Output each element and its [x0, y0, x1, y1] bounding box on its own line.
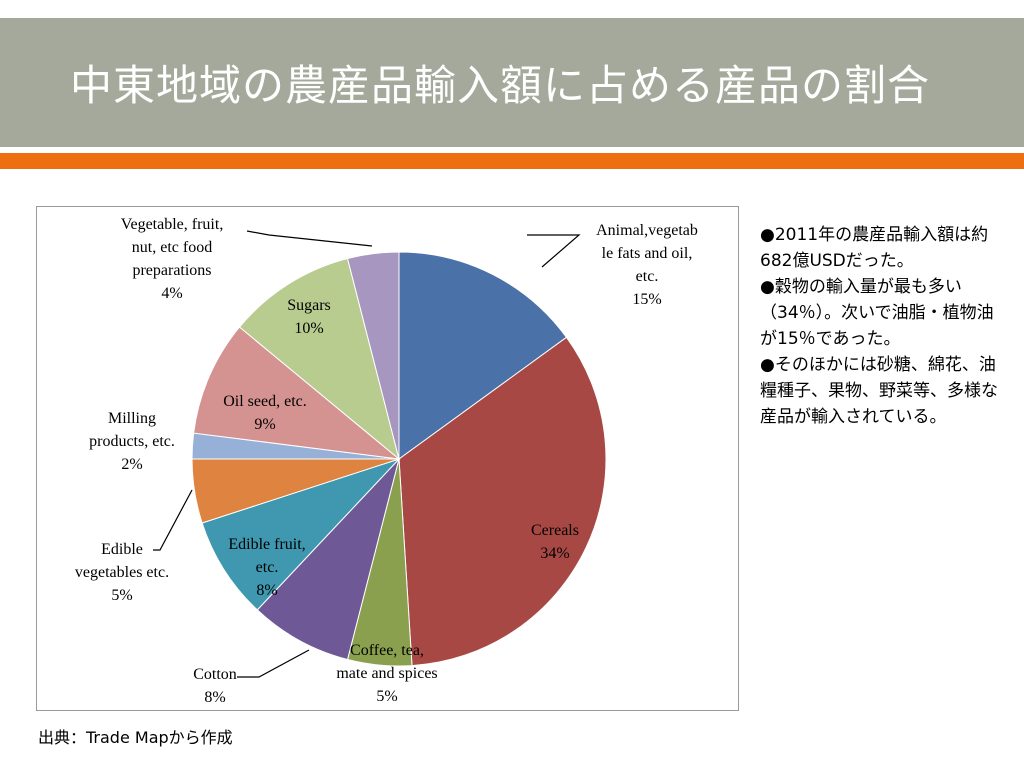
notes-panel: ●2011年の農産品輸入額は約682億USDだった。 ●穀物の輸入量が最も多い（… — [760, 222, 1010, 430]
leader-line — [153, 489, 193, 551]
chart-frame: Animal,vegetab le fats and oil, etc. 15% Cer… — [36, 206, 739, 711]
slice-category-label: le fats and oil, — [602, 245, 693, 262]
slice-category-label: nut, etc food — [132, 239, 212, 256]
leader-line — [246, 230, 373, 247]
slice-category-label: Animal,vegetab — [596, 222, 698, 239]
slice-value-label: 8% — [256, 582, 277, 599]
note-item: ●そのほかには砂糖、綿花、油糧種子、果物、野菜等、多様な産品が輸入されている。 — [760, 355, 998, 427]
title-bar — [0, 18, 1024, 147]
slice-value-label: 8% — [204, 689, 225, 706]
slice-value-label: 34% — [540, 545, 569, 562]
pie-slice — [256, 458, 400, 661]
slice-category-label: products, etc. — [89, 433, 175, 450]
slice-value-label: 2% — [121, 456, 142, 473]
note-item: ●2011年の農産品輸入額は約682億USDだった。 — [760, 225, 989, 271]
slice-category-label: Sugars — [287, 297, 331, 314]
pie-slice — [201, 458, 400, 611]
slice-category-label: etc. — [636, 268, 659, 285]
slice-category-label: Cereals — [531, 522, 579, 539]
source-note: 出典：Trade Mapから作成 — [38, 728, 233, 747]
pie-slice — [346, 251, 400, 460]
pie-chart: Animal,vegetab le fats and oil, etc. 15% Cer… — [75, 216, 698, 706]
pie-slice — [193, 326, 401, 460]
slice-category-label: Coffee, tea, — [350, 642, 424, 659]
slice-category-label: vegetables etc. — [75, 564, 169, 581]
slice-category-label: Edible — [101, 541, 143, 558]
slice-value-label: 9% — [254, 416, 275, 433]
slide-title: 中東地域の農産品輸入額に占める産品の割合 — [70, 61, 931, 110]
slice-category-label: Milling — [108, 410, 156, 427]
slice-category-label: Edible fruit, — [228, 536, 305, 553]
slice-value-label: 5% — [111, 587, 132, 604]
slice-value-label: 15% — [632, 291, 661, 308]
slice-category-label: mate and spices — [336, 665, 437, 682]
pie-slice — [398, 336, 607, 667]
slice-category-label: Vegetable, fruit, — [121, 216, 224, 233]
slice-category-label: Cotton — [193, 666, 237, 683]
leader-line — [237, 649, 310, 678]
pie-slice — [398, 251, 568, 460]
slice-value-label: 5% — [376, 688, 397, 705]
slice-value-label: 4% — [161, 285, 182, 302]
slice-category-label: etc. — [256, 559, 279, 576]
slice-value-label: 10% — [294, 320, 323, 337]
slice-category-label: preparations — [132, 262, 211, 279]
accent-stripe — [0, 153, 1024, 169]
pie-slice — [238, 257, 400, 461]
leader-line — [527, 234, 581, 268]
slice-category-label: Oil seed, etc. — [223, 393, 307, 410]
note-item: ●穀物の輸入量が最も多い（34％）。次いで油脂・植物油が15％であった。 — [760, 277, 994, 349]
